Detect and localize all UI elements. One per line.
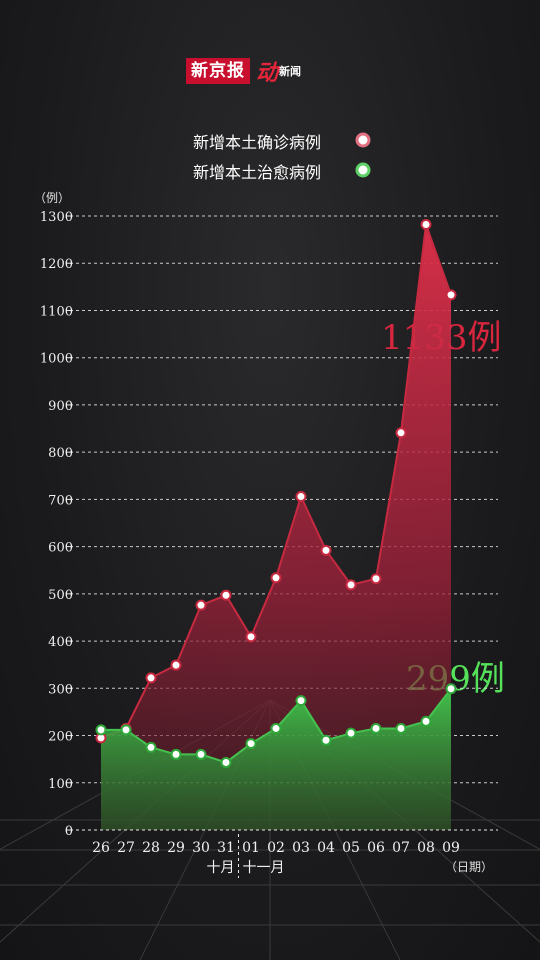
brand-logo: 新京报 动 新闻 <box>186 57 302 86</box>
y-tick-label: 700 <box>48 493 73 508</box>
y-tick-label: 200 <box>48 730 73 745</box>
month-label-october: 十月 <box>207 860 235 876</box>
y-tick-label: 100 <box>48 777 73 792</box>
x-tick-label: 02 <box>267 840 285 856</box>
legend-label-cured: 新增本土治愈病例 <box>193 163 322 182</box>
data-point-confirmed <box>395 427 407 439</box>
brand-name: 新京报 <box>186 58 250 84</box>
data-point-confirmed <box>170 659 182 671</box>
x-tick-label: 01 <box>242 840 260 856</box>
x-tick-label: 31 <box>217 840 235 856</box>
x-tick-label: 29 <box>167 840 185 856</box>
data-point-confirmed <box>220 589 232 601</box>
data-point-cured <box>345 727 357 739</box>
data-point-cured <box>245 738 257 750</box>
x-tick-label: 26 <box>92 840 110 856</box>
y-tick-label: 1300 <box>40 210 73 225</box>
data-point-cured <box>220 756 232 768</box>
y-tick-label: 1200 <box>40 257 73 272</box>
x-tick-label: 09 <box>442 840 460 856</box>
data-point-cured <box>420 715 432 727</box>
y-tick-label: 500 <box>48 588 73 603</box>
legend-marker-confirmed <box>355 132 371 148</box>
x-tick-label: 03 <box>292 840 310 856</box>
data-point-cured <box>195 748 207 760</box>
data-point-cured <box>320 734 332 746</box>
y-tick-label: 300 <box>48 682 73 697</box>
brand-mark: 动 <box>256 61 279 86</box>
data-point-cured <box>445 683 457 695</box>
data-point-confirmed <box>320 544 332 556</box>
x-tick-label: 08 <box>417 840 435 856</box>
area-confirmed <box>101 224 451 831</box>
data-point-cured <box>295 695 307 707</box>
data-point-confirmed <box>445 289 457 301</box>
x-tick-label: 05 <box>342 840 360 856</box>
data-point-cured <box>370 722 382 734</box>
x-tick-label: 06 <box>367 840 385 856</box>
y-tick-label: 1000 <box>40 352 73 367</box>
data-point-confirmed <box>270 572 282 584</box>
y-tick-label: 900 <box>48 399 73 414</box>
x-tick-label: 28 <box>142 840 160 856</box>
data-point-confirmed <box>145 672 157 684</box>
data-point-cured <box>270 722 282 734</box>
x-axis-unit: （日期） <box>445 860 494 874</box>
data-point-cured <box>95 724 107 736</box>
y-axis-unit: （例） <box>34 191 71 205</box>
x-tick-label: 30 <box>192 840 210 856</box>
data-point-confirmed <box>245 631 257 643</box>
data-point-confirmed <box>195 599 207 611</box>
month-label-november: 十一月 <box>243 860 285 876</box>
data-point-cured <box>120 724 132 736</box>
y-tick-label: 0 <box>65 824 73 839</box>
y-tick-label: 800 <box>48 446 73 461</box>
x-tick-label: 27 <box>117 840 135 856</box>
y-tick-label: 400 <box>48 635 73 650</box>
legend-label-confirmed: 新增本土确诊病例 <box>193 133 322 152</box>
data-point-confirmed <box>370 573 382 585</box>
data-point-cured <box>170 748 182 760</box>
x-tick-label: 07 <box>392 840 410 856</box>
data-point-confirmed <box>345 579 357 591</box>
data-point-confirmed <box>420 219 432 231</box>
data-point-confirmed <box>295 491 307 503</box>
x-tick-label: 04 <box>317 840 335 856</box>
area-cured <box>101 688 451 830</box>
y-tick-label: 1100 <box>40 304 73 319</box>
y-tick-label: 600 <box>48 541 73 556</box>
brand-sub-text: 新闻 <box>279 65 302 78</box>
data-point-cured <box>395 722 407 734</box>
data-point-cured <box>145 741 157 753</box>
legend-marker-cured <box>355 162 371 178</box>
